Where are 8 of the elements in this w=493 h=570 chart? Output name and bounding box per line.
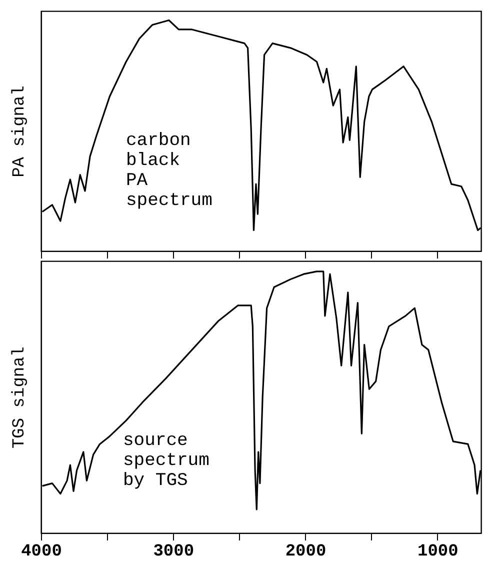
annotation: carbon black PA spectrum (126, 131, 212, 211)
y-axis-title: TGS signal (10, 346, 30, 449)
x-tick-label: 2000 (285, 542, 326, 562)
x-tick-label: 4000 (21, 542, 62, 562)
x-tick-label: 1000 (417, 542, 458, 562)
annotation: source spectrum by TGS (123, 431, 210, 491)
y-axis-title: PA signal (10, 86, 30, 178)
x-tick-label: 3000 (153, 542, 194, 562)
